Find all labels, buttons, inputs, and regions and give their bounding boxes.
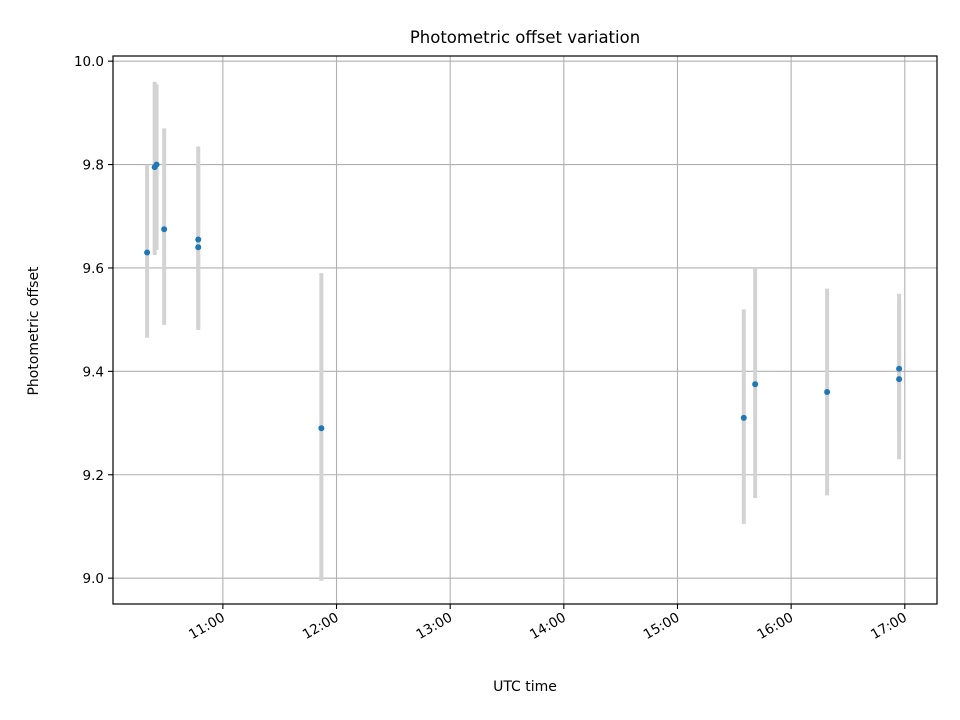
data-point (318, 425, 325, 432)
x-axis-label: UTC time (493, 679, 557, 695)
y-tick-label: 9.0 (83, 571, 104, 587)
y-tick-label: 9.8 (83, 158, 104, 174)
y-tick-label: 9.4 (83, 364, 104, 380)
data-point (824, 389, 831, 396)
data-point (144, 249, 151, 256)
data-points (144, 161, 903, 432)
data-point (161, 226, 168, 233)
data-point (740, 414, 747, 421)
chart-title: Photometric offset variation (410, 28, 640, 47)
plot-frame (112, 55, 938, 605)
grid (113, 56, 937, 604)
data-point (896, 365, 903, 372)
y-axis-label: Photometric offset (26, 266, 42, 396)
data-point (752, 381, 759, 388)
data-point (195, 236, 202, 243)
data-point (195, 244, 202, 251)
data-point (896, 376, 903, 383)
y-tick-label: 10.0 (74, 54, 104, 70)
y-tick-label: 9.2 (83, 468, 104, 484)
y-tick-label: 9.6 (83, 261, 104, 277)
data-point (153, 161, 160, 168)
y-axis-ticks: 9.0 9.2 9.4 9.6 9.8 10.0 (74, 54, 113, 587)
